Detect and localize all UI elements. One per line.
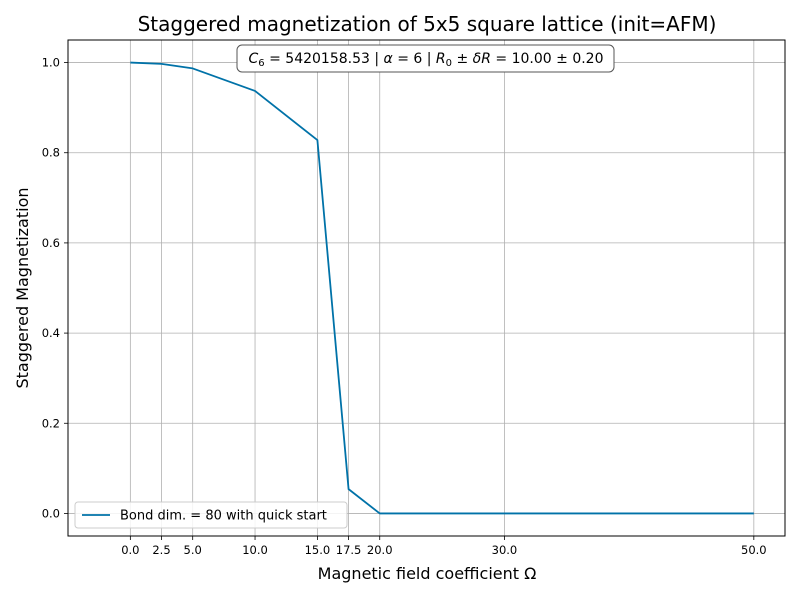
annotation-r-subscript: 0 <box>446 58 452 69</box>
y-tick-label: 1.0 <box>42 56 60 70</box>
annotation-box <box>236 44 615 73</box>
y-tick-label: 0.0 <box>42 506 60 520</box>
series-layer <box>130 61 754 515</box>
plot-frame <box>67 39 786 537</box>
legend: Bond dim. = 80 with quick start <box>74 501 348 529</box>
y-tick-label: 0.4 <box>42 326 60 340</box>
ticks: 0.0 2.5 5.0 10.0 15.0 17.5 20.0 30.0 50.0 0.0 0.2 0… <box>42 56 767 557</box>
x-axis-label: Magnetic field coefficient Ω <box>318 564 537 583</box>
y-tick-label: 0.8 <box>42 146 60 160</box>
x-tick-label: 20.0 <box>367 543 393 557</box>
y-axis-label: Staggered Magnetization <box>13 187 32 388</box>
series-line-0 <box>130 61 754 515</box>
x-tick-label: 15.0 <box>305 543 331 557</box>
annotation-c-subscript: 6 <box>258 58 264 69</box>
annotation-r-symbol: R <box>436 51 446 67</box>
x-tick-label: 0.0 <box>121 543 139 557</box>
legend-label: Bond dim. = 80 with quick start <box>120 509 327 524</box>
chart-title: Staggered magnetization of 5x5 square la… <box>138 12 717 36</box>
annotation-text: C6 = 5420158.53 | α = 6 | R0 ± δR = 10.0… <box>249 51 604 69</box>
annotation-alpha-value: = 6 | <box>393 51 436 67</box>
x-tick-label: 50.0 <box>741 543 767 557</box>
x-tick-label: 2.5 <box>152 543 170 557</box>
parameter-annotation: C6 = 5420158.53 | α = 6 | R0 ± δR = 10.0… <box>236 44 615 73</box>
annotation-r-plusminus: ± <box>452 51 473 67</box>
annotation-dr-symbol: R <box>481 51 491 67</box>
legend-box <box>74 501 348 529</box>
x-tick-label: 10.0 <box>242 543 268 557</box>
annotation-alpha-symbol: α <box>384 51 394 67</box>
y-tick-label: 0.2 <box>42 416 60 430</box>
x-tick-label: 5.0 <box>184 543 202 557</box>
x-tick-label: 30.0 <box>492 543 518 557</box>
annotation-r-value: = 10.00 ± 0.20 <box>491 51 604 67</box>
annotation-c-value: = 5420158.53 | <box>265 51 384 67</box>
annotation-delta-symbol: δ <box>473 51 482 67</box>
annotation-c-symbol: C <box>249 51 259 67</box>
x-tick-label: 17.5 <box>336 543 362 557</box>
y-tick-label: 0.6 <box>42 236 60 250</box>
